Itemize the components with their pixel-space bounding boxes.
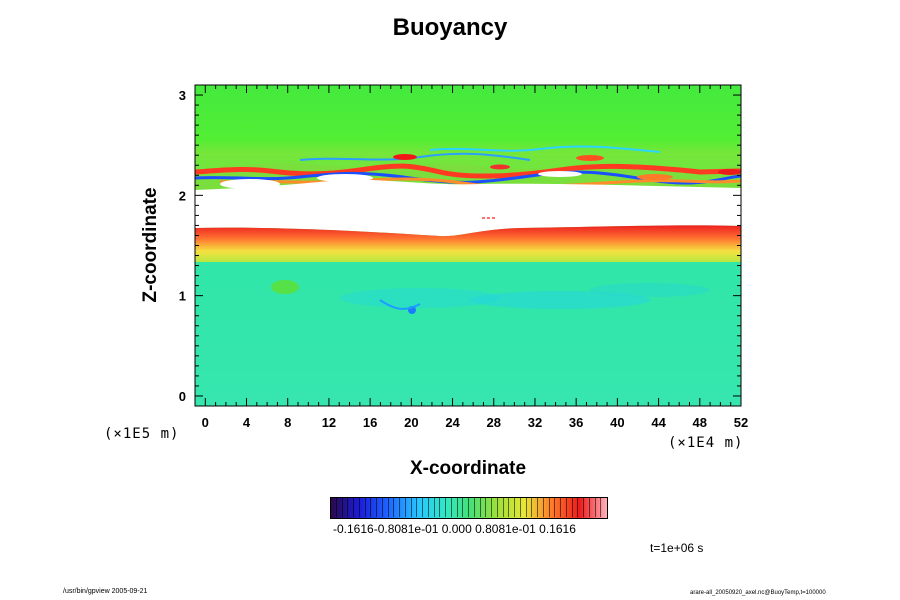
colorbar-labels: -0.1616-0.8081e-01 0.000 0.8081e-01 0.16… [333,522,576,536]
footer-left: /usr/bin/gpview 2005-09-21 [63,588,148,595]
y-axis-label: Z-coordinate [140,187,161,303]
lower-red-band [195,225,741,262]
x-tick-label: 20 [404,415,418,430]
x-tick-label: 4 [243,415,251,430]
colorbar-ticks [330,497,606,517]
y-tick-label: 0 [179,389,186,404]
y-tick-label: 1 [179,289,186,304]
chart-title: Buoyancy [392,14,508,41]
axis-ticks [195,85,742,406]
y-axis-unit: (×1E5 m) [104,426,180,442]
x-tick-labels: 0 4 8 12 16 20 24 28 32 36 40 44 48 52 [202,415,749,430]
upper-disturbance-layer [195,145,741,190]
x-tick-label: 36 [569,415,583,430]
x-tick-label: 48 [693,415,707,430]
x-tick-label: 12 [322,415,336,430]
x-tick-label: 16 [363,415,377,430]
x-tick-label: 8 [284,415,291,430]
x-tick-label: 28 [487,415,501,430]
x-tick-label: 52 [734,415,748,430]
x-tick-label: 44 [651,415,666,430]
x-tick-label: 24 [445,415,460,430]
footer-right: arare-all_20050920_axel.nc@BuoyTemp,t=10… [690,590,826,596]
x-axis-unit: (×1E4 m) [668,435,744,451]
x-tick-label: 40 [610,415,624,430]
x-tick-label: 32 [528,415,542,430]
white-gap [195,179,741,237]
y-tick-labels: 0 1 2 3 [179,88,186,404]
x-axis-label: X-coordinate [409,458,527,479]
x-tick-label: 0 [202,415,209,430]
time-annotation: t=1e+06 s [650,541,704,555]
y-tick-label: 2 [179,188,186,203]
y-tick-label: 3 [179,88,186,103]
